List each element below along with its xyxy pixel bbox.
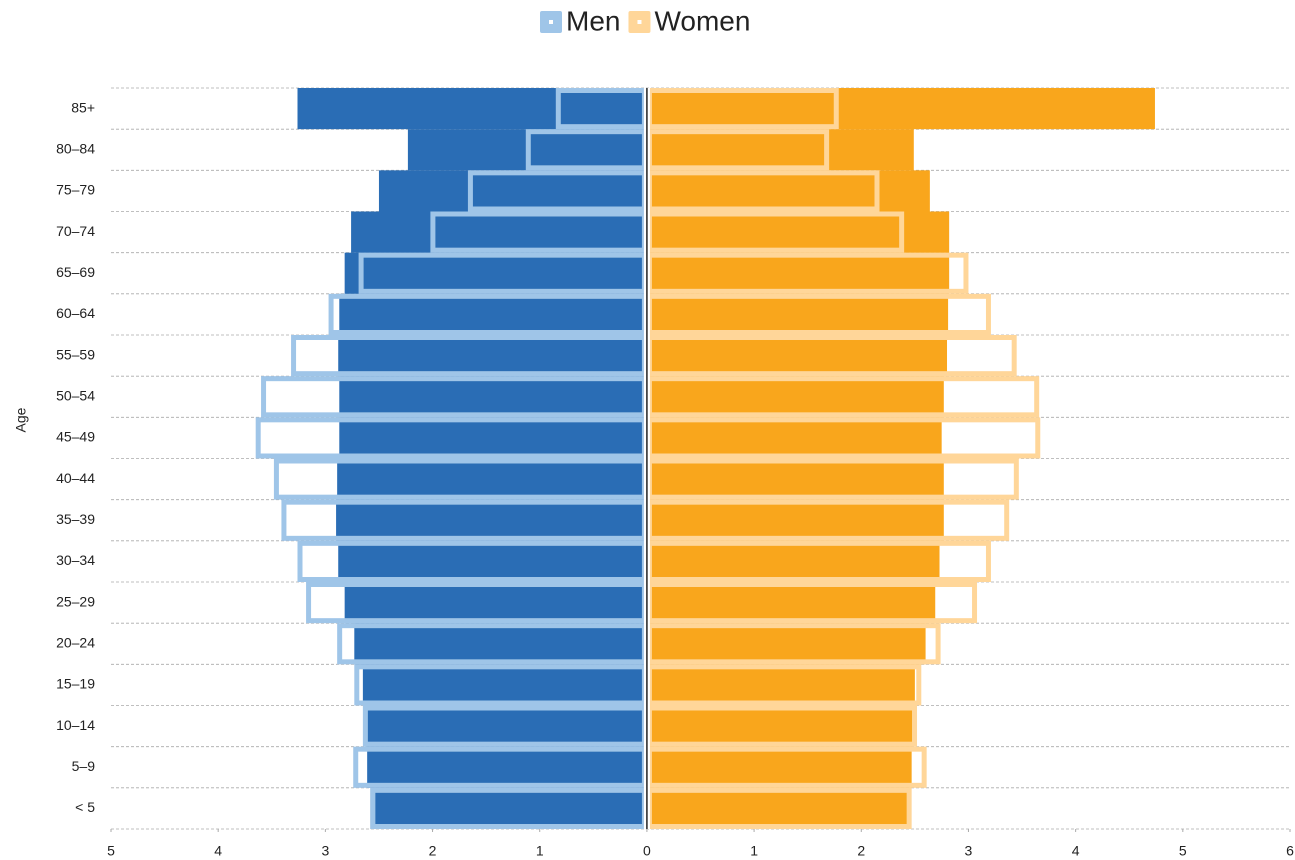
x-tick-label: 6	[1286, 843, 1294, 859]
bar	[646, 623, 926, 665]
y-tick-label: 45–49	[56, 429, 95, 445]
y-tick-label: < 5	[75, 799, 95, 815]
bar	[646, 705, 913, 747]
bar	[646, 88, 1155, 130]
bar	[365, 705, 647, 747]
bar	[646, 211, 950, 253]
bar	[646, 787, 909, 829]
legend-swatch-inner	[549, 20, 553, 24]
x-tick-label: 2	[429, 843, 437, 859]
x-tick-label: 1	[750, 843, 758, 859]
bar	[370, 787, 647, 829]
bar	[337, 458, 647, 500]
legend-label: Women	[654, 5, 750, 36]
bar	[646, 335, 948, 377]
x-tick-label: 5	[107, 843, 115, 859]
bar	[646, 293, 949, 335]
y-tick-label: 40–44	[56, 470, 95, 486]
bar	[646, 499, 944, 541]
bar	[646, 417, 942, 459]
bar	[378, 170, 647, 212]
y-tick-label: 5–9	[72, 758, 96, 774]
y-tick-label: 30–34	[56, 552, 95, 568]
y-tick-label: 25–29	[56, 593, 95, 609]
y-tick-label: 60–64	[56, 305, 95, 321]
bar	[344, 252, 647, 294]
y-tick-label: 15–19	[56, 676, 95, 692]
bar	[338, 335, 647, 377]
y-tick-label: 80–84	[56, 140, 95, 156]
y-tick-label: 35–39	[56, 511, 95, 527]
y-tick-label: 65–69	[56, 264, 95, 280]
bar	[339, 376, 647, 418]
bar	[646, 458, 944, 500]
y-tick-label: 50–54	[56, 387, 95, 403]
bar	[646, 376, 944, 418]
bar	[338, 540, 647, 582]
bar	[351, 211, 647, 253]
y-tick-label: 70–74	[56, 223, 95, 239]
y-tick-label: 75–79	[56, 182, 95, 198]
legend-swatch-inner	[637, 20, 642, 24]
x-tick-label: 2	[857, 843, 865, 859]
y-tick-label: 10–14	[56, 717, 95, 733]
y-tick-label: 55–59	[56, 346, 95, 362]
x-tick-label: 5	[1179, 843, 1187, 859]
legend-label: Men	[566, 5, 620, 36]
y-axis-label: Age	[13, 407, 29, 432]
bar	[646, 170, 930, 212]
bar	[646, 664, 915, 706]
x-tick-label: 0	[643, 843, 651, 859]
bar	[336, 499, 647, 541]
bar	[646, 746, 912, 788]
x-tick-label: 4	[214, 843, 222, 859]
bar	[362, 664, 647, 706]
y-tick-label: 20–24	[56, 634, 95, 650]
bar	[297, 88, 647, 130]
bar	[367, 746, 647, 788]
x-tick-label: 3	[321, 843, 329, 859]
bar	[646, 540, 940, 582]
x-tick-label: 3	[965, 843, 973, 859]
bar	[339, 293, 647, 335]
bar	[344, 582, 647, 624]
x-tick-label: 1	[536, 843, 544, 859]
bar	[339, 417, 647, 459]
bar	[646, 252, 950, 294]
x-tick-label: 4	[1072, 843, 1080, 859]
bar	[354, 623, 647, 665]
y-tick-label: 85+	[71, 99, 95, 115]
bar	[646, 582, 936, 624]
bar	[646, 129, 914, 171]
